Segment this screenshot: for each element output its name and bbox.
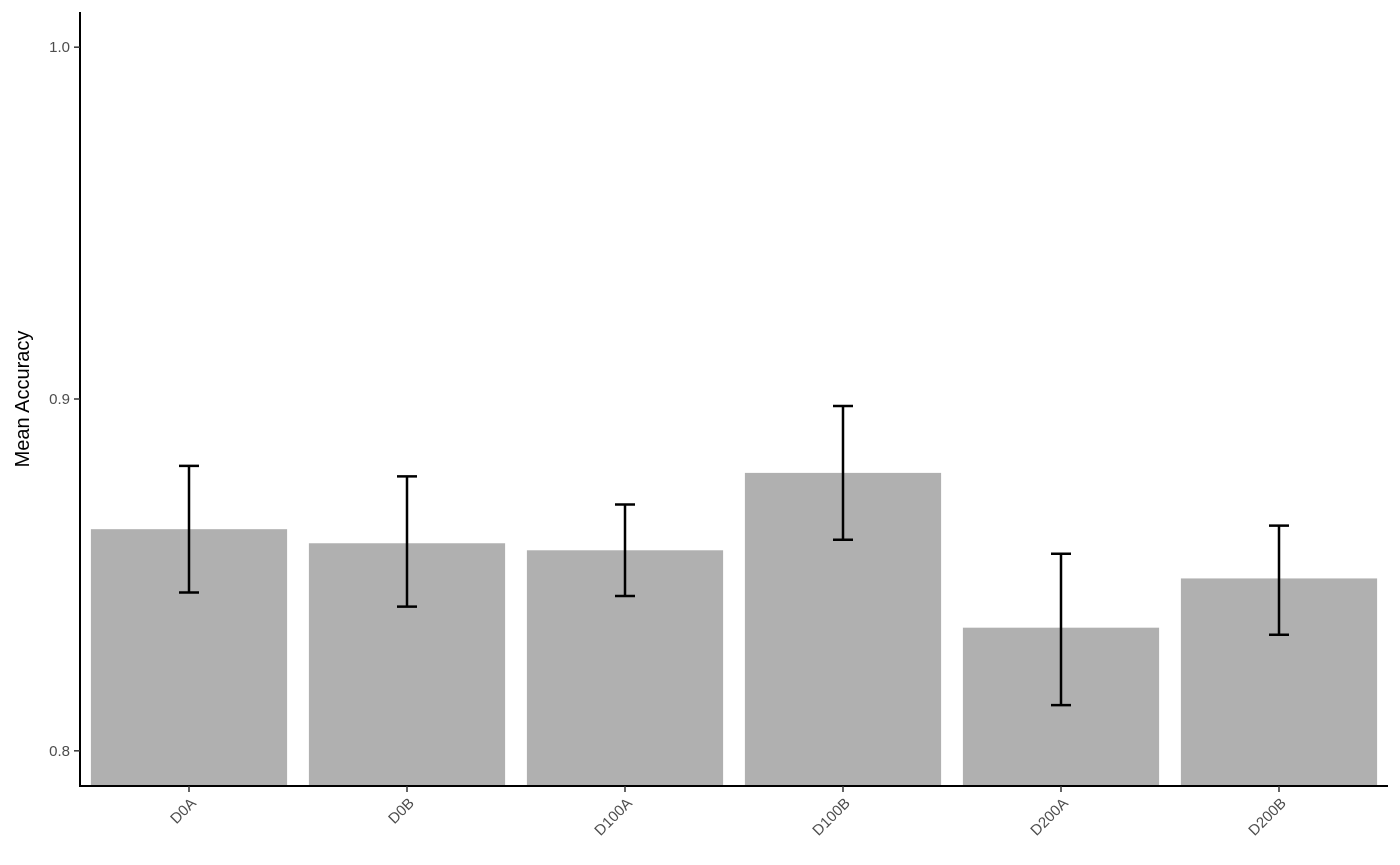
error-bar-D100A bbox=[615, 503, 635, 598]
y-tick-label: 0.9 bbox=[49, 391, 70, 408]
error-bar-D200A bbox=[1051, 552, 1071, 707]
y-tick-label: 0.8 bbox=[49, 743, 70, 760]
x-tick-label-D100A: D100A bbox=[591, 795, 635, 839]
error-bar-D100B bbox=[833, 404, 853, 541]
x-tick-label-D100B: D100B bbox=[809, 795, 853, 839]
error-bars-layer bbox=[179, 404, 1289, 707]
x-tick-label-D0B: D0B bbox=[385, 795, 418, 828]
y-axis-ticks: 0.8 0.9 1.0 bbox=[49, 39, 80, 760]
x-axis-ticks: D0A D0B D100A D100B D200A D200B bbox=[167, 786, 1290, 839]
y-axis-title: Mean Accuracy bbox=[12, 331, 34, 468]
bars-layer bbox=[90, 472, 1378, 786]
error-bar-D0A bbox=[179, 464, 199, 594]
x-tick-label-D200A: D200A bbox=[1027, 795, 1071, 839]
x-tick-label-D0A: D0A bbox=[167, 795, 200, 828]
x-tick-label-D200B: D200B bbox=[1245, 795, 1289, 839]
y-tick-label: 1.0 bbox=[49, 39, 70, 56]
error-bar-D0B bbox=[397, 475, 417, 608]
error-bar-D200B bbox=[1269, 524, 1289, 636]
